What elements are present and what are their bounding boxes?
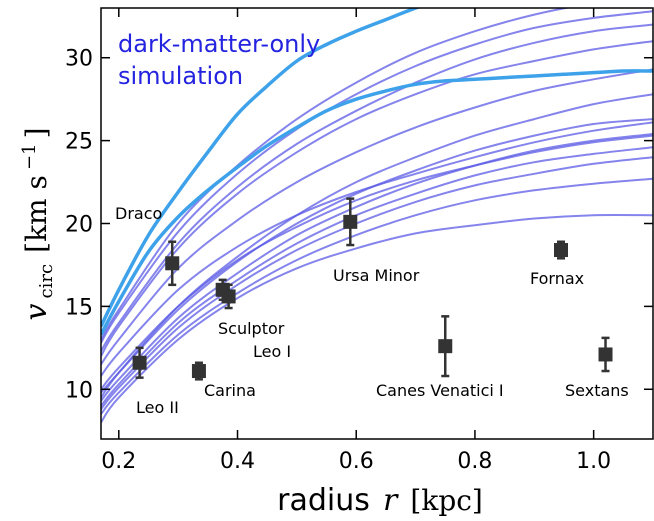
x-axis-label: radius r [kpc] (277, 483, 483, 518)
simulation-curve-1 (101, 213, 653, 423)
galaxy-label-sculptor: Sculptor (218, 319, 285, 338)
y-axis-label-close: ] (20, 127, 53, 138)
galaxy-points (132, 197, 613, 381)
simulation-curve-13 (101, 10, 653, 344)
data-point-carina (191, 364, 206, 379)
y-tick-label-20: 20 (65, 213, 93, 238)
simulation-curve-11 (101, 40, 653, 357)
x-tick-label-1.0: 1.0 (576, 449, 611, 474)
galaxy-label-leo-ii: Leo II (136, 398, 179, 417)
galaxy-label-sextans: Sextans (565, 381, 629, 400)
y-tick-label-15: 15 (65, 295, 93, 320)
galaxy-labels: Draco Leo II Carina Sculptor Leo I Ursa … (115, 204, 629, 417)
y-axis-label-group: v circ [km s −1 ] (19, 127, 57, 320)
x-tick-label-0.2: 0.2 (101, 449, 136, 474)
galaxy-label-draco: Draco (115, 204, 162, 223)
annotation-line-2: simulation (118, 62, 243, 90)
y-axis-label-exp: −1 (19, 144, 40, 171)
simulation-curve-6 (101, 134, 653, 390)
y-axis-label: v circ [km s −1 ] (19, 127, 57, 320)
x-tick-label-0.6: 0.6 (339, 449, 374, 474)
annotation-line-1: dark-matter-only (118, 30, 320, 58)
highlight-curves (101, 8, 653, 336)
simulation-curve-9 (101, 93, 653, 399)
x-axis-label-unit: [kpc] (410, 484, 482, 517)
x-tick-label-0.4: 0.4 (220, 449, 255, 474)
y-axis-label-sub: circ (36, 264, 57, 299)
galaxy-label-leo-i: Leo I (253, 342, 291, 361)
y-axis: 10 15 20 25 30 (65, 47, 653, 403)
data-point-draco (165, 256, 180, 271)
galaxy-label-fornax: Fornax (530, 269, 584, 288)
y-tick-label-25: 25 (65, 130, 93, 155)
y-tick-label-30: 30 (65, 47, 93, 72)
simulation-curve-14 (101, 8, 571, 341)
simulation-curve-12 (101, 23, 653, 352)
y-axis-label-var: v (19, 304, 54, 321)
galaxy-label-carina: Carina (204, 381, 256, 400)
simulation-curve-10 (101, 68, 653, 365)
data-point-canes-venatici-i (438, 339, 453, 354)
data-point-leo-i (221, 289, 236, 304)
y-axis-label-unit: [km s (20, 175, 53, 253)
galaxy-label-ursa-minor: Ursa Minor (333, 266, 420, 285)
data-point-leo-ii (132, 355, 147, 370)
simulation-curve-8 (101, 121, 653, 377)
simulation-curve-2 (101, 177, 653, 415)
data-point-sextans (598, 347, 613, 362)
highlight-curve-1 (101, 69, 653, 336)
simulation-curve-5 (101, 133, 653, 402)
x-tick-label-0.8: 0.8 (457, 449, 492, 474)
x-axis: 0.2 0.4 0.6 0.8 1.0 (101, 8, 611, 474)
data-point-fornax (554, 243, 568, 258)
x-axis-label-var: r (383, 483, 399, 518)
x-axis-label-word: radius (277, 483, 370, 518)
data-point-ursa-minor (343, 214, 358, 229)
y-tick-label-10: 10 (65, 378, 93, 403)
simulation-annotation: dark-matter-only simulation (118, 30, 328, 90)
galaxy-label-canes-venatici-i: Canes Venatici I (376, 381, 504, 400)
highlight-curve-2 (101, 8, 421, 328)
